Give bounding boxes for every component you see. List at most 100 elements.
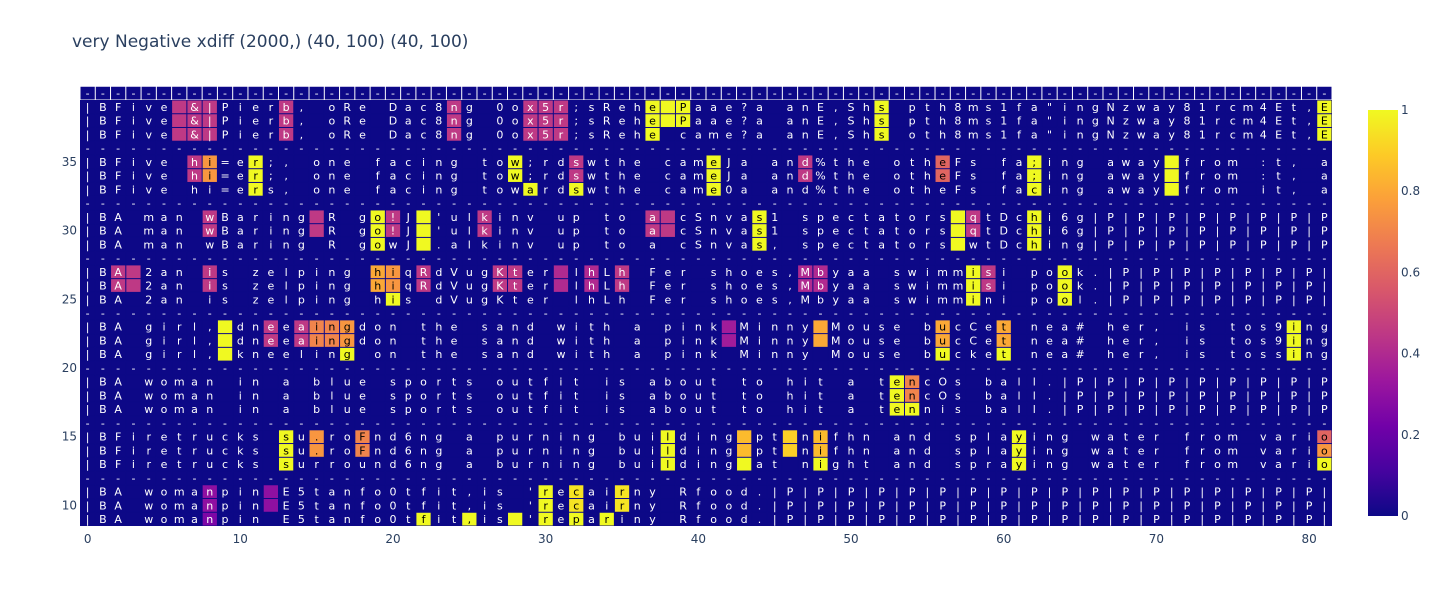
heatmap-cell-label: S: [695, 238, 702, 251]
heatmap-cell-label: r: [253, 238, 258, 251]
heatmap-cell-label: -: [620, 252, 624, 265]
heatmap-cell-label: p: [817, 238, 824, 251]
heatmap-cell: [1286, 457, 1301, 471]
heatmap-cell-label: i: [483, 499, 486, 512]
heatmap-cell: [828, 389, 843, 402]
heatmap-cell-label: |: [1231, 266, 1235, 279]
heatmap-cell-label: -: [559, 362, 563, 375]
heatmap-cell: [446, 430, 462, 444]
heatmap-cell-label: P: [909, 499, 916, 512]
heatmap-cell: [401, 512, 416, 526]
heatmap-cell: [1164, 512, 1179, 526]
heatmap-cell-label: n: [909, 403, 916, 416]
heatmap-cell-label: -: [971, 362, 975, 375]
heatmap-cell: [782, 444, 798, 457]
heatmap-cell-label: d: [802, 170, 809, 183]
heatmap-cell: [446, 499, 462, 512]
heatmap-cell-label: S: [848, 115, 855, 128]
heatmap-cell-label: e: [451, 348, 458, 361]
heatmap-cell-label: a: [893, 444, 900, 457]
heatmap-cell-label: l: [1033, 403, 1036, 416]
heatmap-cell-label: e: [558, 513, 565, 526]
heatmap-cell-label: -: [1215, 417, 1219, 430]
heatmap-cell-label: e: [634, 170, 641, 183]
heatmap-cell-label: -: [757, 472, 761, 485]
heatmap-cell-label: ?: [741, 115, 747, 128]
heatmap-cell-label: 8: [1183, 115, 1190, 128]
heatmap-cell-label: a: [390, 183, 397, 196]
heatmap-cell-label: -: [620, 87, 624, 100]
heatmap-cell: [126, 485, 141, 499]
heatmap-cell: [966, 499, 981, 512]
heatmap-cell: [599, 457, 614, 471]
heatmap-cell-label: t: [1002, 348, 1007, 361]
heatmap-cell-label: s: [1199, 334, 1205, 347]
heatmap-cell-label: d: [680, 444, 687, 457]
heatmap-cell-label: F: [115, 170, 121, 183]
heatmap-cell-label: P: [1153, 293, 1160, 306]
heatmap-cell: [584, 499, 599, 512]
heatmap-cell-label: 9: [1275, 334, 1282, 347]
heatmap-cell-label: r: [437, 403, 442, 416]
heatmap-cell-label: k: [710, 334, 717, 347]
heatmap-cell-label: l: [330, 376, 333, 389]
heatmap-cell: [981, 512, 996, 526]
heatmap-cell-label: o: [756, 403, 763, 416]
heatmap-cell-label: P: [1291, 389, 1298, 402]
heatmap-cell-label: k: [481, 238, 488, 251]
heatmap-cell-label: -: [1307, 142, 1311, 155]
heatmap-cell-label: -: [315, 307, 319, 320]
heatmap-cell-label: t: [452, 376, 457, 389]
heatmap-cell-label: P: [848, 513, 855, 526]
heatmap-cell-label: ,: [1155, 334, 1159, 347]
heatmap-cell-label: 6: [405, 458, 412, 471]
heatmap-cell: [156, 471, 172, 485]
heatmap-cell-label: w: [587, 170, 596, 183]
heatmap-cell: [981, 444, 996, 457]
heatmap-cell: [859, 430, 874, 444]
heatmap-cell-label: F: [955, 156, 961, 169]
heatmap-cell: [859, 457, 874, 471]
heatmap-cell: [370, 444, 385, 457]
heatmap-cell-label: -: [528, 197, 532, 210]
heatmap-cell-label: p: [573, 238, 580, 251]
heatmap-cell-label: q: [970, 211, 977, 224]
heatmap-cell-label: P: [970, 486, 977, 499]
heatmap-cell-label: E: [283, 513, 290, 526]
heatmap-cell-label: -: [1139, 362, 1143, 375]
heatmap-cell: [599, 499, 614, 512]
heatmap-cell-label: c: [955, 348, 961, 361]
heatmap-cell-label: A: [114, 389, 122, 402]
heatmap-cell-label: u: [512, 444, 519, 457]
heatmap-cell-label: t: [879, 403, 884, 416]
heatmap-cell-label: P: [1138, 211, 1145, 224]
heatmap-cell: [1317, 471, 1332, 485]
heatmap-cell-label: n: [252, 403, 259, 416]
heatmap-cell: [813, 444, 828, 457]
heatmap-cell-label: C: [969, 321, 977, 334]
heatmap-cell-label: -: [269, 87, 273, 100]
heatmap-cell: [798, 471, 813, 485]
heatmap-cell-label: e: [267, 280, 274, 293]
heatmap-cell-label: g: [466, 115, 473, 128]
heatmap-cell-label: y: [833, 266, 840, 279]
heatmap-cell-label: P: [1275, 499, 1282, 512]
heatmap-cell-label: m: [693, 183, 704, 196]
heatmap-cell-label: |: [1246, 225, 1250, 238]
heatmap-cell-label: a: [298, 334, 305, 347]
heatmap-cell: [233, 279, 248, 292]
heatmap-cell-label: s: [894, 266, 900, 279]
heatmap-cell-label: s: [619, 403, 625, 416]
heatmap-cell-label: f: [422, 499, 427, 512]
heatmap-cell-label: h: [924, 170, 931, 183]
heatmap-cell-label: -: [742, 197, 746, 210]
heatmap-cell: [706, 499, 721, 512]
heatmap-cell: [645, 334, 660, 347]
heatmap-cell-label: ,: [1292, 170, 1296, 183]
heatmap-cell-label: e: [634, 156, 641, 169]
heatmap-cell: [737, 444, 752, 457]
heatmap-cell-label: -: [864, 472, 868, 485]
heatmap-cell: [324, 430, 340, 444]
heatmap-cell-label: w: [511, 156, 520, 169]
heatmap-cell-label: o: [1214, 156, 1221, 169]
